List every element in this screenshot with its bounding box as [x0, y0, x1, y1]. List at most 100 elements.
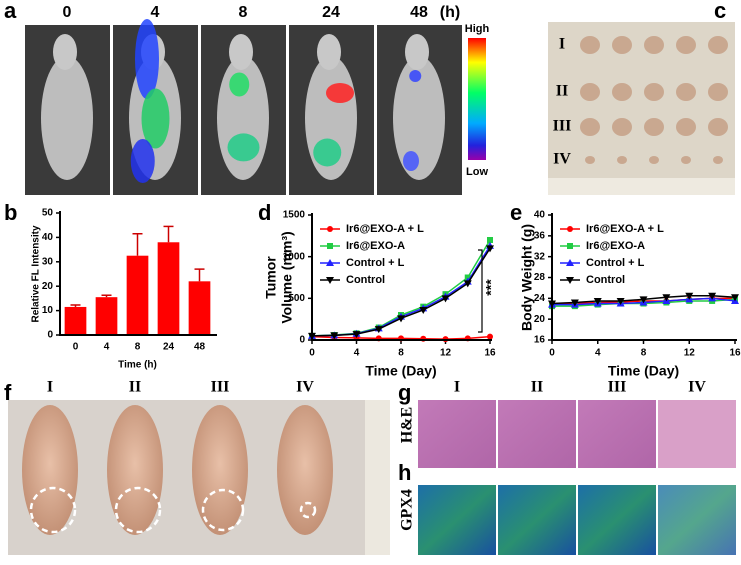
marker	[731, 294, 739, 302]
column-label: IV	[688, 379, 706, 396]
y-tick-label: 30	[42, 256, 54, 267]
mouse-head	[53, 34, 77, 70]
y-tick-label: 40	[534, 210, 546, 221]
tumor	[676, 118, 696, 136]
marker	[616, 297, 625, 305]
tumor	[585, 156, 595, 164]
marker	[487, 333, 493, 340]
tumor	[708, 36, 728, 54]
marker	[352, 331, 361, 339]
x-tick-label: 4	[595, 348, 601, 359]
y-tick-label: 1000	[283, 251, 306, 262]
row-label: IV	[553, 151, 571, 168]
tumor-circle	[201, 488, 245, 532]
marker	[419, 307, 428, 314]
annotation: ***	[483, 279, 499, 296]
panel-label: h	[398, 460, 411, 485]
marker	[487, 237, 493, 243]
y-tick-label: 20	[42, 281, 54, 292]
legend-marker	[327, 226, 333, 232]
fluorescence	[227, 133, 260, 162]
fluorescence	[326, 83, 354, 103]
mouse	[393, 56, 445, 180]
tumor	[612, 83, 632, 101]
y-axis-title: Volume (mm³)	[279, 231, 295, 323]
y-tick-label: 16	[534, 335, 546, 346]
legend-marker	[567, 243, 573, 249]
x-axis-title: Time (Day)	[365, 363, 436, 379]
x-tick-label: 0	[73, 342, 79, 353]
marker	[570, 299, 579, 307]
legend-marker	[327, 243, 333, 249]
time-label: 8	[239, 4, 248, 21]
y-tick-label: 20	[534, 314, 546, 325]
fluorescence	[229, 72, 250, 97]
marker	[639, 296, 648, 304]
marker	[374, 326, 383, 334]
gpx4-stain	[658, 485, 736, 555]
axes	[59, 211, 217, 336]
x-tick-label: 8	[641, 348, 647, 359]
tumor	[708, 118, 728, 136]
tumor	[644, 83, 664, 101]
tumor	[681, 156, 691, 164]
time-unit: (h)	[440, 4, 460, 21]
marker	[486, 245, 494, 253]
tumor	[644, 118, 664, 136]
he-stain	[418, 400, 496, 468]
legend-marker	[566, 277, 574, 284]
mouse	[22, 405, 78, 535]
row-label: H&E	[399, 407, 416, 443]
y-tick-label: 50	[42, 208, 54, 219]
tumor	[676, 83, 696, 101]
x-tick-label: 0	[549, 348, 555, 359]
y-axis-title: Relative FL Intensity	[31, 225, 42, 323]
he-stain	[658, 400, 736, 468]
marker	[685, 292, 694, 300]
marker	[464, 274, 471, 281]
column-label: I	[454, 379, 460, 396]
group-label: III	[211, 379, 230, 396]
y-tick-label: 0	[47, 330, 53, 341]
legend-marker	[566, 259, 574, 266]
y-axis-title: Tumor	[263, 256, 279, 299]
group-label: I	[47, 379, 53, 396]
row-label: III	[553, 118, 572, 135]
mouse	[41, 56, 93, 180]
x-tick-label: 12	[440, 348, 452, 359]
marker	[330, 332, 339, 340]
marker	[708, 292, 717, 300]
column-label: II	[531, 379, 543, 396]
tumor-circle	[29, 486, 77, 534]
x-tick-label: 12	[684, 348, 696, 359]
he-stain	[498, 400, 576, 468]
axes	[551, 213, 737, 341]
x-tick-label: 4	[354, 348, 360, 359]
fluorescence	[409, 70, 422, 82]
y-tick-label: 32	[534, 251, 546, 262]
legend-label: Control + L	[586, 257, 645, 269]
marker	[593, 297, 602, 305]
mouse	[192, 405, 248, 535]
legend-marker	[326, 277, 334, 284]
tumor-circle	[299, 501, 317, 519]
tumor	[612, 36, 632, 54]
tumor	[580, 118, 600, 136]
tumor	[612, 118, 632, 136]
legend-label: Ir6@EXO-A + L	[586, 223, 664, 235]
row-label: I	[559, 36, 565, 53]
he-stain	[578, 400, 656, 468]
panel-label: a	[4, 0, 17, 23]
significance-bracket	[478, 249, 483, 333]
mouse	[277, 405, 333, 535]
marker	[397, 315, 405, 323]
bar	[95, 297, 118, 335]
legend-label: Control	[586, 274, 625, 286]
group-label: II	[129, 379, 141, 396]
tumor	[580, 36, 600, 54]
mouse-head	[229, 34, 253, 70]
time-label: 24	[322, 4, 340, 21]
fluorescence	[313, 138, 342, 167]
tumor	[617, 156, 627, 164]
panel-label: g	[398, 380, 411, 405]
